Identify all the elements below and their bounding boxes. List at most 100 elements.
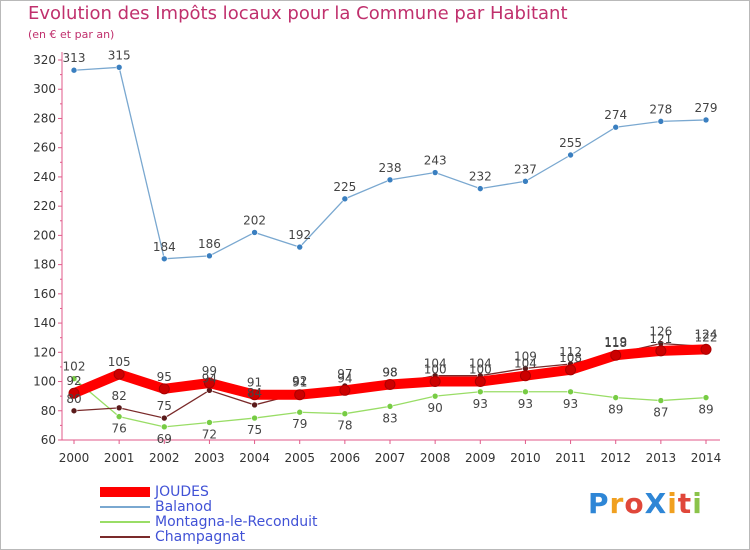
data-label: 82 [112,389,127,403]
data-point [567,388,574,396]
y-tick-label: 140 [33,316,56,330]
data-point [251,401,258,409]
data-label: 225 [333,180,356,194]
y-tick-label: 80 [41,404,56,418]
y-tick-label: 280 [33,111,56,125]
data-point [567,151,574,159]
logo-letter: P [588,487,610,520]
data-label: 95 [157,370,172,384]
data-point [249,389,261,401]
logo-letter: t [677,487,693,520]
data-point [341,195,349,203]
data-point [702,116,710,124]
x-tick-label: 2013 [646,451,677,465]
data-point [251,229,258,236]
data-point [702,394,710,401]
data-point [115,413,123,420]
data-point [206,252,213,260]
data-point [115,64,123,71]
data-label: 93 [518,397,533,411]
data-label: 118 [604,336,627,350]
data-label: 80 [66,392,81,406]
data-label: 94 [337,371,352,385]
data-point [386,403,394,410]
data-label: 104 [469,357,492,371]
data-point [70,66,78,74]
data-label: 83 [382,411,397,425]
data-point [612,394,620,401]
data-point [386,176,394,184]
y-tick-label: 300 [33,82,56,96]
data-point [296,243,304,251]
data-label: 104 [424,357,447,371]
data-point [113,368,125,380]
data-label: 313 [63,51,86,65]
x-tick-label: 2009 [465,451,496,465]
logo-letter: X [644,487,668,520]
data-label: 98 [382,365,397,379]
data-label: 89 [698,403,713,417]
legend-label: JOUDES [155,484,209,500]
legend-label: Balanod [155,499,212,515]
data-label: 91 [247,376,262,390]
data-label: 91 [292,376,307,390]
data-point [655,345,667,357]
x-tick-label: 2006 [330,451,361,465]
logo-letter: o [624,487,645,520]
data-label: 278 [649,102,672,116]
data-point [431,392,439,400]
data-label: 87 [653,406,668,420]
x-tick-label: 2010 [510,451,541,465]
y-tick-label: 160 [33,287,56,301]
logo-letter: r [609,487,625,520]
data-label: 122 [695,330,718,344]
data-label: 100 [424,363,447,377]
y-tick-label: 260 [33,141,56,155]
data-label: 92 [66,374,81,388]
data-label: 97 [337,367,352,381]
data-point [296,408,304,416]
data-label: 78 [337,419,352,433]
data-label: 100 [469,363,492,377]
data-point [610,349,622,361]
proxiti-logo: ProXiti [588,487,703,520]
chart-title: Evolution des Impôts locaux pour la Comm… [28,3,568,24]
data-point [115,404,123,412]
data-label: 69 [157,432,172,446]
y-tick-label: 120 [33,345,56,359]
data-label: 79 [292,417,307,431]
logo-letter: i [667,487,678,520]
data-label: 121 [649,332,672,346]
data-label: 75 [157,399,172,413]
y-tick-label: 240 [33,170,56,184]
data-point [160,414,168,422]
data-label: 93 [563,397,578,411]
x-tick-label: 2002 [149,451,180,465]
data-label: 126 [649,325,672,339]
data-point [522,388,529,396]
data-label: 315 [108,48,131,62]
data-label: 255 [559,136,582,150]
data-label: 184 [153,240,176,254]
x-tick-label: 2012 [600,451,631,465]
data-label: 102 [63,360,86,374]
y-tick-label: 220 [33,199,56,213]
data-label: 76 [112,422,127,436]
data-point [429,376,441,388]
data-label: 72 [202,427,217,441]
data-point [203,377,215,389]
x-tick-label: 2008 [420,451,451,465]
x-tick-label: 2014 [691,451,722,465]
data-label: 89 [608,403,623,417]
data-label: 243 [424,154,447,168]
data-label: 202 [243,213,266,227]
data-label: 279 [695,101,718,115]
y-tick-label: 100 [33,375,56,389]
data-point [294,389,306,401]
data-label: 99 [202,364,217,378]
x-tick-label: 2000 [59,451,90,465]
data-point [160,423,168,431]
data-point [522,178,529,185]
data-point [476,185,484,192]
